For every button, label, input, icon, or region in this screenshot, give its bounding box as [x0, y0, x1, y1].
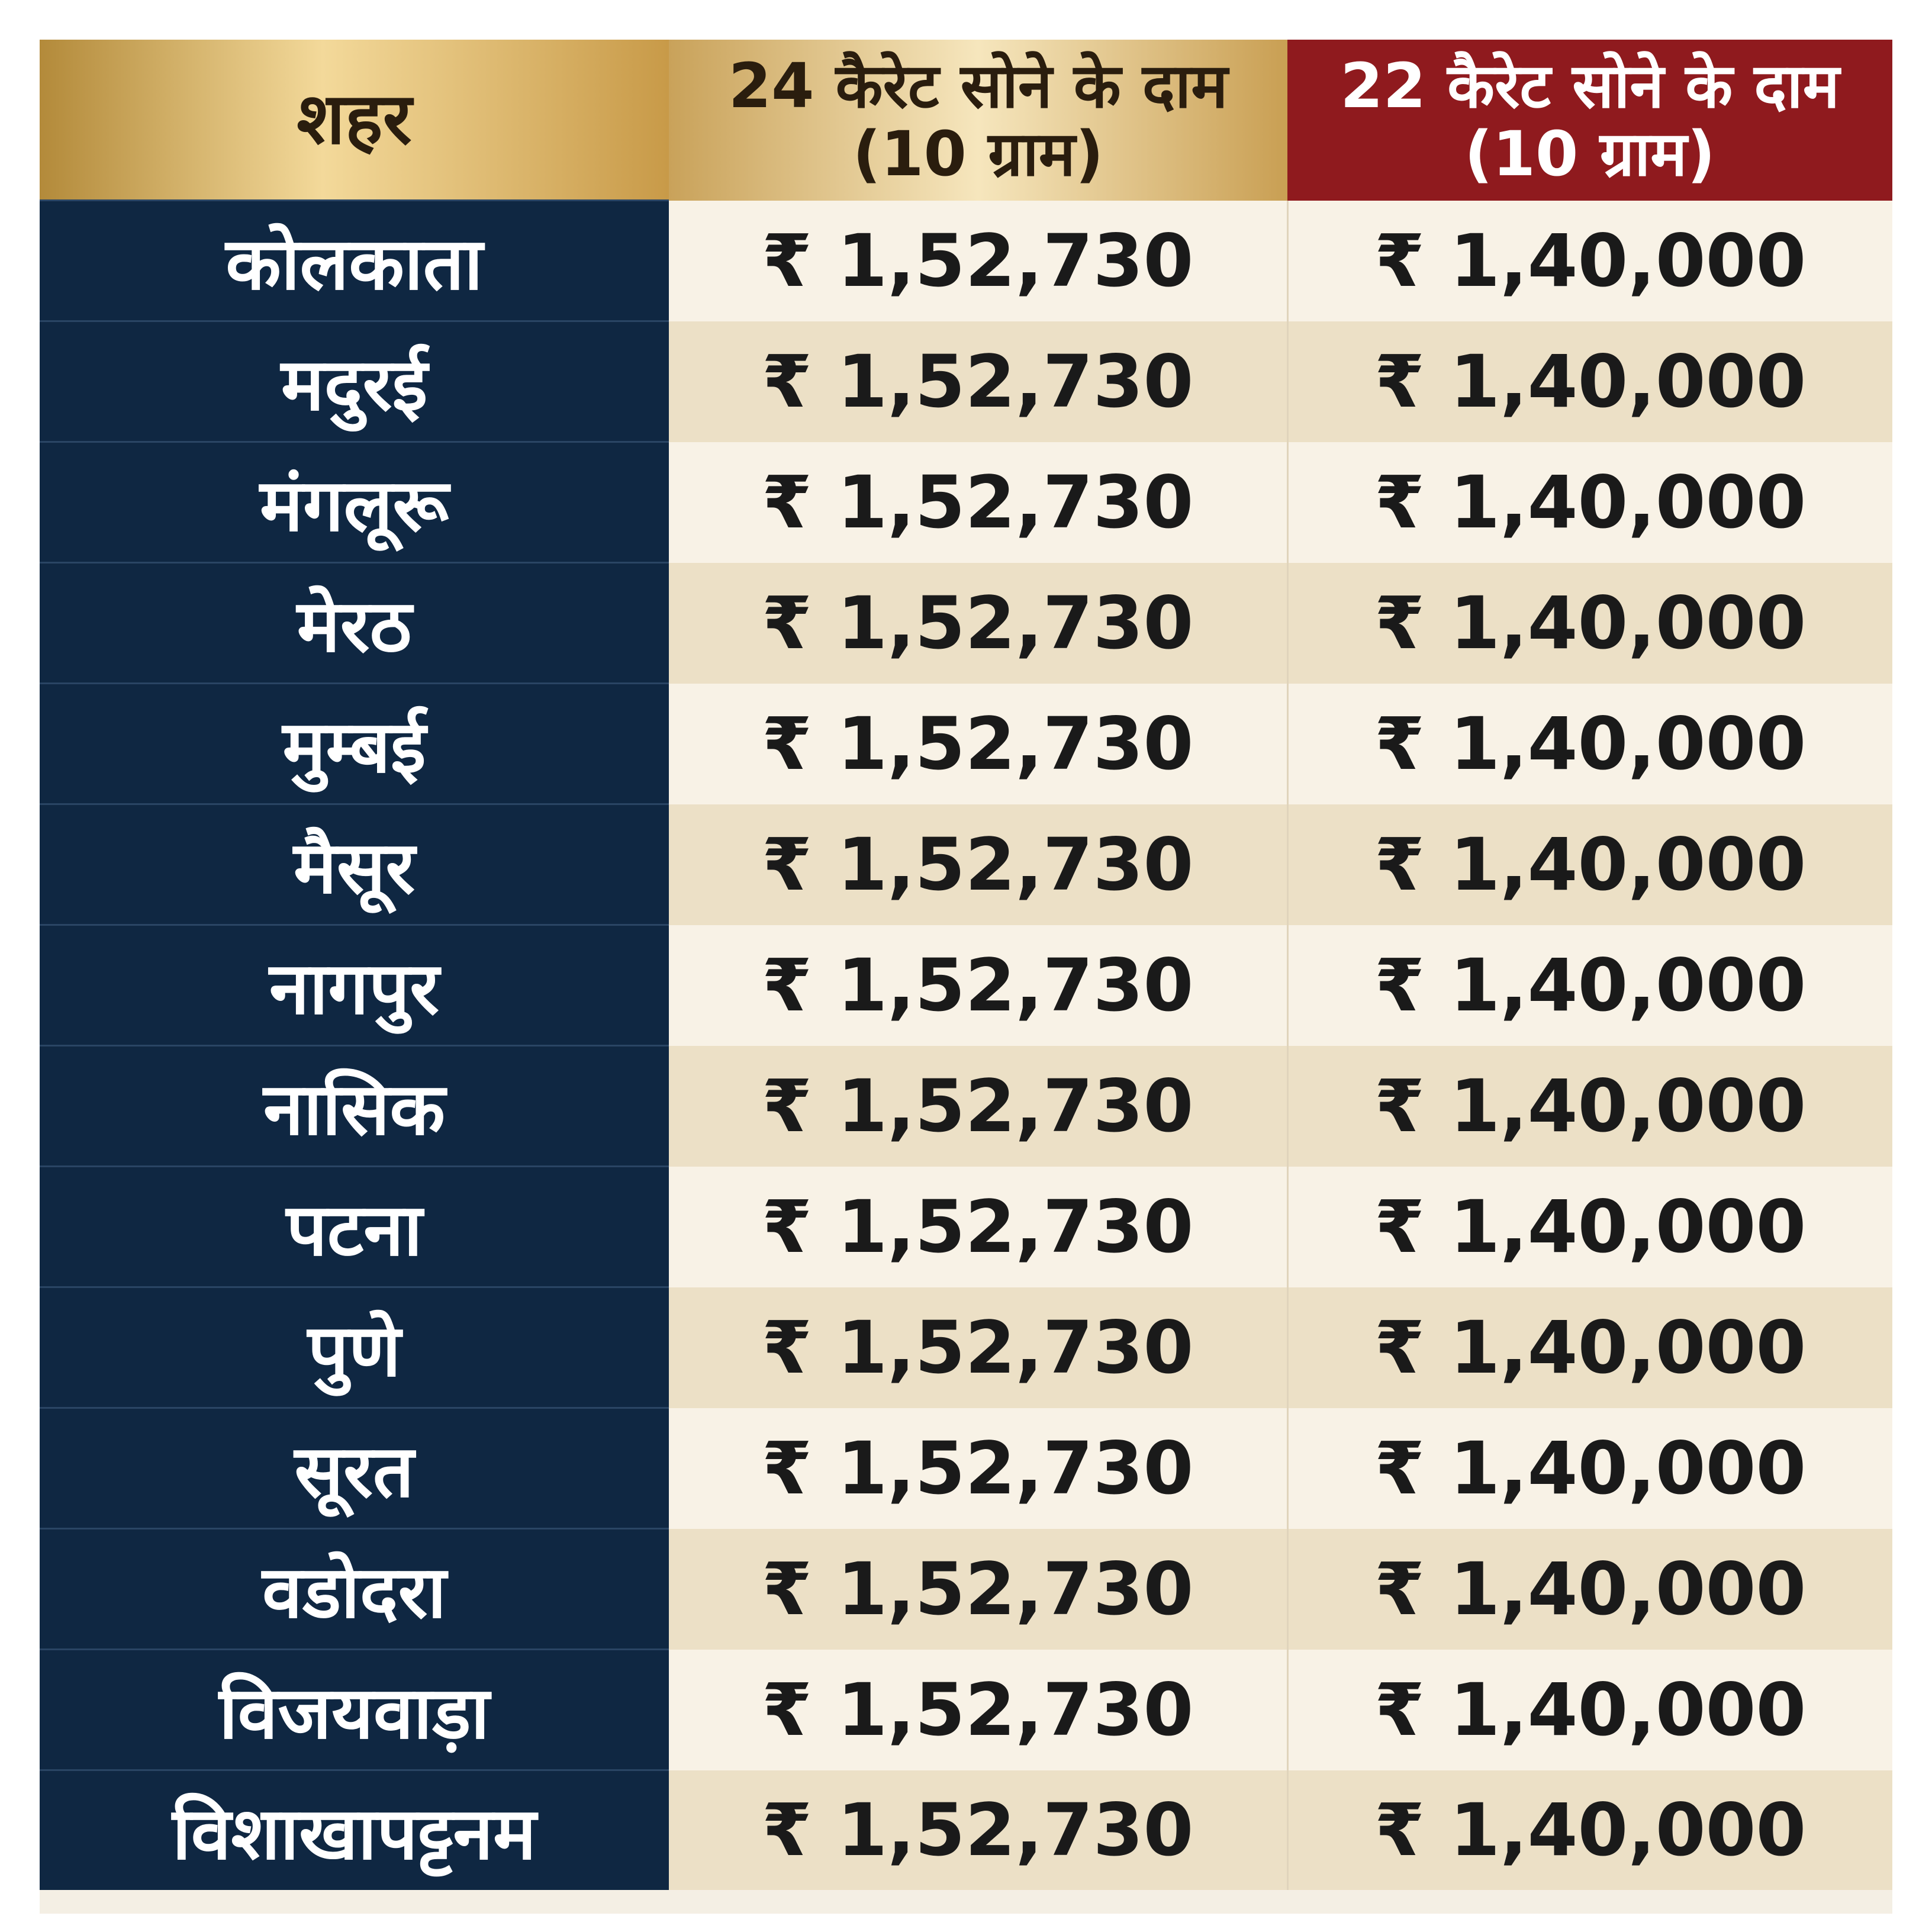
table-row: मुम्बई ₹ 1,52,730 ₹ 1,40,000 [40, 682, 1892, 804]
table-body: कोलकाता ₹ 1,52,730 ₹ 1,40,000 मदुरई ₹ 1,52,7… [40, 199, 1892, 1890]
price-cell: ₹ 1,52,730 [669, 562, 1287, 684]
price-cell: ₹ 1,52,730 [669, 683, 1287, 804]
price-cell: ₹ 1,52,730 [669, 1287, 1287, 1408]
price-cell: ₹ 1,52,730 [669, 804, 1287, 925]
table-row: पटना ₹ 1,52,730 ₹ 1,40,000 [40, 1165, 1892, 1287]
table-row: मेरठ ₹ 1,52,730 ₹ 1,40,000 [40, 562, 1892, 684]
price-cell: ₹ 1,40,000 [1286, 683, 1892, 804]
city-cell: सूरत [40, 1407, 669, 1529]
header-cell: 24 कैरेट सोने के दाम (10 ग्राम) [669, 40, 1287, 201]
price-table-container: शहर 24 कैरेट सोने के दाम (10 ग्राम) 22 कैर… [40, 40, 1892, 1914]
price-cell: ₹ 1,40,000 [1286, 1045, 1892, 1167]
price-cell: ₹ 1,40,000 [1286, 1166, 1892, 1287]
city-cell: मुम्बई [40, 682, 669, 804]
price-cell: ₹ 1,40,000 [1286, 321, 1892, 442]
city-cell: मेरठ [40, 562, 669, 684]
price-cell: ₹ 1,52,730 [669, 1649, 1287, 1770]
city-cell: कोलकाता [40, 199, 669, 321]
table-row: विशाखापट्टनम ₹ 1,52,730 ₹ 1,40,000 [40, 1769, 1892, 1890]
price-cell: ₹ 1,40,000 [1286, 1770, 1892, 1890]
price-cell: ₹ 1,52,730 [669, 200, 1287, 321]
table-row: पुणे ₹ 1,52,730 ₹ 1,40,000 [40, 1286, 1892, 1408]
table-row: कोलकाता ₹ 1,52,730 ₹ 1,40,000 [40, 199, 1892, 321]
city-cell: पटना [40, 1165, 669, 1287]
table-row: नागपुर ₹ 1,52,730 ₹ 1,40,000 [40, 924, 1892, 1046]
table-row: मंगलूरू ₹ 1,52,730 ₹ 1,40,000 [40, 441, 1892, 563]
price-cell: ₹ 1,52,730 [669, 1528, 1287, 1650]
table-row: मैसूर ₹ 1,52,730 ₹ 1,40,000 [40, 803, 1892, 925]
city-cell: मंगलूरू [40, 441, 669, 563]
city-cell: मैसूर [40, 803, 669, 925]
table-row: सूरत ₹ 1,52,730 ₹ 1,40,000 [40, 1407, 1892, 1529]
price-cell: ₹ 1,40,000 [1286, 442, 1892, 563]
city-cell: पुणे [40, 1286, 669, 1408]
header-cell: 22 कैरेट सोने के दाम (10 ग्राम) [1287, 40, 1892, 201]
price-cell: ₹ 1,40,000 [1286, 1528, 1892, 1650]
header-cell: शहर [40, 40, 669, 201]
price-cell: ₹ 1,40,000 [1286, 925, 1892, 1046]
price-cell: ₹ 1,52,730 [669, 321, 1287, 442]
price-cell: ₹ 1,52,730 [669, 1045, 1287, 1167]
city-cell: विशाखापट्टनम [40, 1769, 669, 1890]
table-row: मदुरई ₹ 1,52,730 ₹ 1,40,000 [40, 320, 1892, 442]
price-cell: ₹ 1,52,730 [669, 442, 1287, 563]
city-cell: विजयवाड़ा [40, 1648, 669, 1770]
price-cell: ₹ 1,52,730 [669, 1770, 1287, 1890]
price-cell: ₹ 1,52,730 [669, 1408, 1287, 1529]
city-cell: मदुरई [40, 320, 669, 442]
price-table: शहर 24 कैरेट सोने के दाम (10 ग्राम) 22 कैर… [40, 40, 1892, 1890]
city-cell: नासिक [40, 1045, 669, 1167]
price-cell: ₹ 1,40,000 [1286, 1287, 1892, 1408]
price-cell: ₹ 1,40,000 [1286, 200, 1892, 321]
bottom-strip [40, 1890, 1892, 1914]
table-row: वडोदरा ₹ 1,52,730 ₹ 1,40,000 [40, 1528, 1892, 1650]
price-cell: ₹ 1,52,730 [669, 1166, 1287, 1287]
table-row: विजयवाड़ा ₹ 1,52,730 ₹ 1,40,000 [40, 1648, 1892, 1770]
header-row: शहर 24 कैरेट सोने के दाम (10 ग्राम) 22 कैर… [40, 40, 1892, 201]
price-cell: ₹ 1,52,730 [669, 925, 1287, 1046]
city-cell: वडोदरा [40, 1528, 669, 1650]
price-cell: ₹ 1,40,000 [1286, 1408, 1892, 1529]
table-row: नासिक ₹ 1,52,730 ₹ 1,40,000 [40, 1045, 1892, 1167]
price-cell: ₹ 1,40,000 [1286, 1649, 1892, 1770]
price-cell: ₹ 1,40,000 [1286, 804, 1892, 925]
price-cell: ₹ 1,40,000 [1286, 562, 1892, 684]
city-cell: नागपुर [40, 924, 669, 1046]
